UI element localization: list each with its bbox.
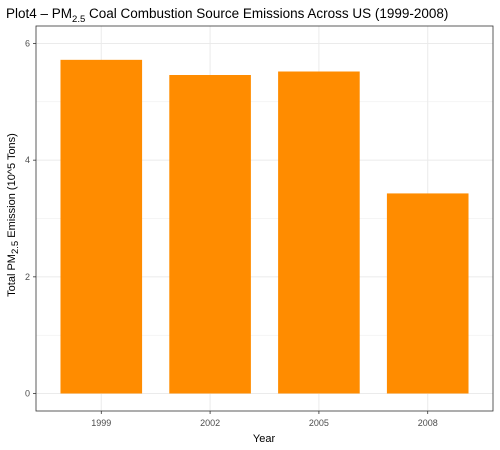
x-tick-label: 1999 (91, 418, 111, 428)
y-tick-label: 6 (25, 39, 30, 49)
y-axis-ticks: 0 2 4 6 (25, 39, 36, 399)
bar-1999 (60, 59, 143, 394)
x-axis-title: Year (253, 433, 276, 445)
y-tick-label: 4 (25, 155, 30, 165)
y-tick-label: 0 (25, 389, 30, 399)
bar-2008 (386, 193, 469, 394)
bar-2002 (169, 75, 251, 394)
x-tick-label: 2002 (200, 418, 220, 428)
chart-title: Plot4 – PM2.5 Coal Combustion Source Emi… (6, 6, 448, 25)
y-tick-label: 2 (25, 272, 30, 282)
x-axis-ticks: 1999 2002 2005 2008 (91, 411, 438, 428)
bars (60, 59, 469, 394)
y-axis-title: Total PM2.5 Emission (10^5 Tons) (6, 133, 21, 297)
x-tick-label: 2005 (309, 418, 329, 428)
panel-border (35, 25, 494, 412)
x-tick-label: 2008 (418, 418, 438, 428)
bar-2005 (278, 71, 360, 394)
